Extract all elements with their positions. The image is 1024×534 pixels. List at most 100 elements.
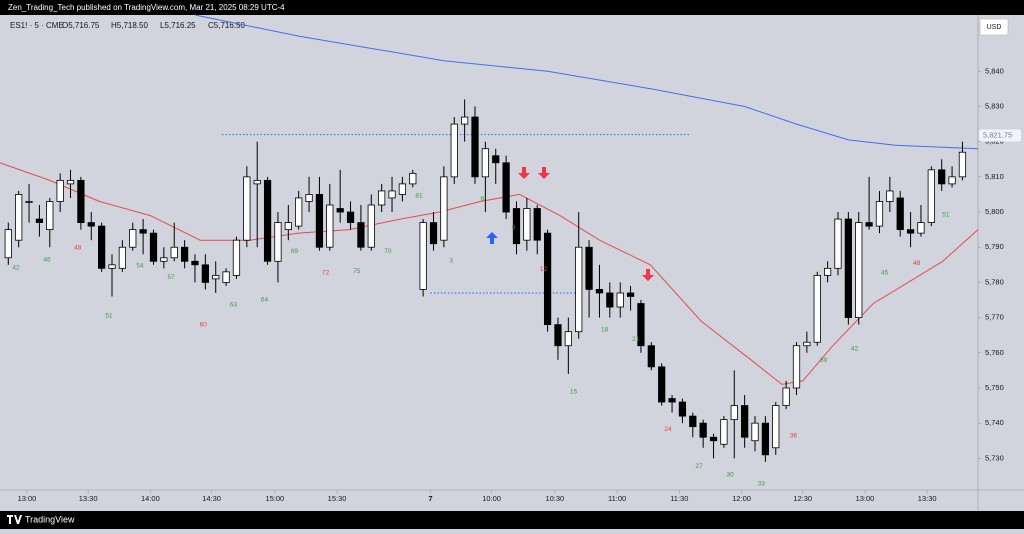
signal-count: 39 [820, 357, 828, 364]
bottom-bar [0, 511, 1024, 529]
y-tick-label: 5,790 [985, 242, 1004, 251]
candle-body [896, 197, 904, 231]
candle-body [35, 218, 44, 223]
candle-body [803, 341, 811, 347]
signal-count: 30 [727, 472, 735, 479]
candle-body [865, 222, 873, 227]
x-tick-label: 12:30 [793, 494, 812, 503]
candle-body [98, 225, 106, 269]
candle-body [502, 162, 510, 213]
candle-body [927, 169, 935, 223]
moving-average [0, 162, 979, 385]
currency-button[interactable] [979, 18, 1009, 36]
candle-body [232, 239, 241, 276]
candle-body [25, 201, 33, 203]
signal-count: 18 [601, 327, 609, 334]
x-tick-label: 13:30 [79, 494, 98, 503]
x-tick-label: 10:30 [545, 494, 564, 503]
candle-body [326, 204, 334, 248]
signal-count: 72 [322, 270, 330, 277]
candle-body [367, 204, 375, 248]
candle-body [129, 229, 137, 248]
y-tick-label: 5,780 [985, 277, 1004, 286]
candle-body [274, 222, 282, 262]
y-tick-label: 5,840 [985, 66, 1004, 75]
last-price-label: 5,821.75 [983, 130, 1012, 139]
signal-count: 57 [168, 274, 176, 281]
signal-count: 54 [136, 263, 144, 270]
signal-count: 75 [353, 268, 361, 275]
candle-body [212, 274, 220, 280]
candle-body [689, 415, 697, 428]
candle-body [419, 222, 427, 290]
currency[interactable]: USD [987, 24, 1002, 31]
signal-count: 51 [942, 212, 950, 219]
candle-body [263, 179, 272, 262]
candle-body [305, 194, 313, 202]
plot: 4246515457636469757081369151821273033394… [0, 14, 979, 488]
x-tick-label: 11:30 [670, 494, 688, 503]
candle-body [585, 246, 593, 290]
candle-body [450, 123, 458, 178]
candle-body [461, 116, 469, 125]
candle-body [253, 179, 261, 185]
candle-body [606, 292, 614, 308]
sell-arrow [518, 167, 530, 179]
brand: TradingView [25, 514, 75, 524]
candle-body [66, 179, 75, 185]
publisher: Zen_Trading_Tech published on TradingVie… [8, 3, 285, 12]
candle-body [139, 229, 147, 234]
candle-body [170, 246, 178, 259]
signal-count: 27 [695, 463, 703, 470]
candle-body [834, 218, 842, 269]
moving-average [194, 14, 979, 150]
candle-body [15, 194, 23, 241]
signal-count: 21 [632, 336, 640, 343]
candle-body [564, 331, 572, 347]
signal-count: 46 [43, 257, 51, 264]
candle-body [844, 218, 852, 318]
candle-body [647, 345, 655, 368]
candle-body [658, 366, 666, 403]
candle-body [938, 169, 946, 185]
legend-high: H5,718.50 [111, 21, 148, 30]
candle-body [782, 387, 790, 406]
signal-count: 15 [570, 389, 578, 396]
candle-body [741, 405, 749, 438]
candle-body [336, 208, 344, 213]
candle-body [948, 176, 956, 185]
signal-count: 51 [105, 313, 113, 320]
candle-body [543, 232, 552, 326]
top-bar [0, 0, 1024, 15]
candle-body [295, 197, 303, 227]
candle-body [222, 271, 230, 283]
y-tick-label: 5,830 [985, 101, 1004, 110]
candle-body [388, 190, 396, 199]
candle-body [481, 148, 489, 178]
candle-body [709, 436, 718, 442]
candle-body [512, 208, 521, 245]
candle-body [149, 232, 158, 262]
candle-body [77, 179, 85, 223]
candle-body [678, 401, 687, 417]
candle-body [346, 211, 355, 223]
x-tick-label: 13:00 [18, 494, 37, 503]
candle-body [243, 176, 251, 241]
legend-low: L5,716.25 [160, 21, 196, 30]
candle-body [201, 264, 209, 283]
legend-close: C5,716.50 [208, 21, 245, 30]
signal-count: 81 [415, 193, 423, 200]
candle-body [118, 246, 126, 269]
signal-count: 36 [790, 433, 798, 440]
candle-body [108, 264, 116, 269]
signal-count: 48 [913, 260, 921, 267]
candle-body [575, 246, 583, 333]
signal-count: 12 [540, 266, 548, 273]
candle-body [4, 229, 12, 259]
sell-arrow [642, 269, 654, 281]
candle-body [875, 201, 884, 227]
candle-body [813, 274, 821, 343]
x-tick-label: 15:30 [328, 494, 347, 503]
legend-open: O5,716.75 [62, 21, 100, 30]
candle-body [772, 405, 780, 449]
